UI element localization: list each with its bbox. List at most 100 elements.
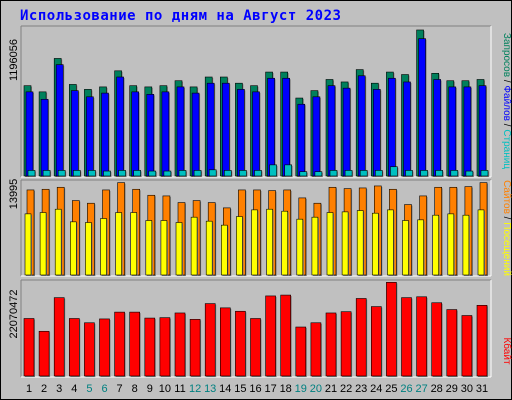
x-axis-day-labels: 1 2 3 4 5 6 7 8 9 10 11 12 13 14 15 16 17 18 19 20 21 22 23 24 2… <box>26 383 488 395</box>
panel3-ytick-label: 22070472 <box>8 290 20 339</box>
day-label-23: 23 <box>355 383 367 395</box>
legend-entry: Сайтов <box>501 180 512 214</box>
files-bar-day-22 <box>342 87 351 177</box>
panel1-side-legend: Запросов / Файлов / Страниц <box>501 33 512 169</box>
pages-bar-day-2 <box>42 170 51 177</box>
kbytes-bar-day-26 <box>401 297 412 377</box>
files-bar-day-2 <box>40 98 49 177</box>
pages-bar-day-23 <box>359 170 368 177</box>
panel3-side-legend: Кбайт <box>501 337 512 364</box>
pages-bar-day-28 <box>435 170 444 177</box>
visits-bar-day-16 <box>251 209 258 276</box>
kbytes-bar-day-12 <box>189 319 201 377</box>
day-label-30: 30 <box>461 383 473 395</box>
day-label-5: 5 <box>86 383 92 395</box>
visits-bar-day-8 <box>130 212 137 276</box>
day-label-8: 8 <box>132 383 138 395</box>
day-label-13: 13 <box>204 383 216 395</box>
files-bar-day-18 <box>282 77 291 177</box>
kbytes-bar-day-14 <box>220 307 231 377</box>
visits-bar-day-6 <box>100 218 107 276</box>
visits-bar-day-22 <box>341 211 349 276</box>
legend-entry: Запросов <box>501 33 512 77</box>
files-bar-day-31 <box>478 85 487 177</box>
kbytes-bar-day-28 <box>431 302 443 377</box>
panel2-ytick-label: 13995 <box>8 179 20 210</box>
kbytes-bar-day-10 <box>159 317 171 377</box>
pages-bar-day-14 <box>224 170 232 177</box>
kbytes-bar-day-1 <box>23 318 35 377</box>
files-bar-day-29 <box>448 86 457 177</box>
pages-bar-day-12 <box>193 170 202 177</box>
visits-bar-day-30 <box>462 214 470 276</box>
day-label-4: 4 <box>71 383 77 395</box>
pages-bar-day-7 <box>118 170 126 177</box>
visits-bar-day-3 <box>54 208 62 276</box>
day-label-24: 24 <box>370 383 382 395</box>
panel3-bars <box>23 282 488 377</box>
day-label-26: 26 <box>400 383 412 395</box>
legend-separator: / <box>501 77 512 85</box>
files-bar-day-13 <box>206 82 215 177</box>
pages-bar-day-19 <box>299 171 308 177</box>
pages-bar-day-27 <box>420 170 428 177</box>
kbytes-bar-day-2 <box>38 330 50 377</box>
visits-bar-day-28 <box>432 214 440 276</box>
pages-bar-day-1 <box>27 170 36 177</box>
pages-bar-day-15 <box>239 170 247 177</box>
kbytes-bar-day-15 <box>235 310 246 377</box>
day-label-12: 12 <box>189 383 201 395</box>
visits-bar-day-29 <box>447 213 455 276</box>
panel1-ytick-label: 1196056 <box>8 39 20 81</box>
kbytes-bar-day-22 <box>340 311 352 377</box>
files-bar-day-28 <box>433 79 442 177</box>
day-label-20: 20 <box>310 383 322 395</box>
pages-bar-day-16 <box>254 170 262 177</box>
day-label-25: 25 <box>385 383 397 395</box>
visits-bar-day-4 <box>70 221 77 276</box>
pages-bar-day-5 <box>88 170 96 177</box>
files-bar-day-25 <box>388 77 396 177</box>
day-label-27: 27 <box>415 383 427 395</box>
kbytes-bar-day-8 <box>129 311 140 377</box>
day-label-21: 21 <box>325 383 337 395</box>
files-bar-day-12 <box>191 92 200 177</box>
visits-bar-day-26 <box>402 220 409 276</box>
files-bar-day-10 <box>161 91 170 177</box>
pages-bar-day-30 <box>465 170 474 177</box>
visits-bar-day-21 <box>326 212 334 276</box>
files-bar-day-23 <box>357 75 366 177</box>
pages-bar-day-8 <box>133 170 141 177</box>
kbytes-bar-day-9 <box>144 317 156 377</box>
visits-bar-day-5 <box>85 222 92 276</box>
pages-bar-day-9 <box>148 170 157 177</box>
pages-bar-day-22 <box>344 170 353 177</box>
visits-bar-day-23 <box>356 210 364 276</box>
visits-bar-day-9 <box>145 220 153 276</box>
day-label-28: 28 <box>431 383 443 395</box>
kbytes-bar-day-11 <box>174 312 186 377</box>
panel-visits-sites <box>20 179 492 277</box>
pages-bar-day-17 <box>269 164 277 177</box>
visits-bar-day-17 <box>266 208 273 276</box>
day-label-6: 6 <box>101 383 107 395</box>
pages-bar-day-13 <box>208 169 217 177</box>
files-bar-day-27 <box>418 38 426 177</box>
legend-entry: Страниц <box>501 129 512 169</box>
visits-bar-day-18 <box>281 210 289 276</box>
kbytes-bar-day-3 <box>53 297 65 377</box>
files-bar-day-1 <box>25 91 34 177</box>
kbytes-bar-day-31 <box>476 304 488 377</box>
visits-bar-day-1 <box>24 213 32 276</box>
files-bar-day-8 <box>131 91 139 177</box>
pages-bar-day-29 <box>450 170 459 177</box>
chart-title: Использование по дням на Август 2023 <box>20 8 342 24</box>
legend-entry: Посещений <box>501 222 512 276</box>
kbytes-bar-day-5 <box>84 322 95 377</box>
kbytes-bar-day-21 <box>325 312 337 377</box>
legend-separator: / <box>501 214 512 222</box>
visits-bar-day-7 <box>115 212 122 276</box>
legend-entry: Файлов <box>501 85 512 121</box>
kbytes-bar-day-19 <box>295 326 307 377</box>
files-bar-day-26 <box>403 81 411 177</box>
